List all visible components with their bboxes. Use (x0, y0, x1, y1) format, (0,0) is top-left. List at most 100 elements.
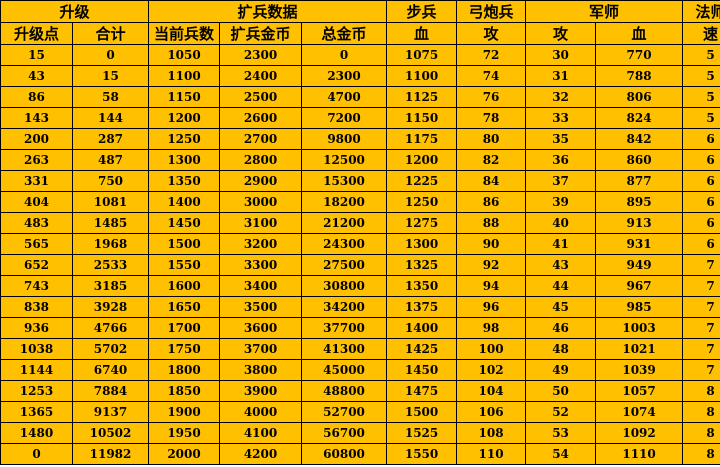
table-cell[interactable]: 1021 (595, 338, 684, 360)
table-cell[interactable]: 56700 (301, 422, 388, 444)
table-cell[interactable]: 6 (682, 149, 720, 171)
table-cell[interactable]: 7 (682, 275, 720, 297)
table-cell[interactable]: 1150 (386, 107, 458, 129)
table-cell[interactable]: 1475 (386, 380, 458, 402)
table-cell[interactable]: 45 (525, 296, 597, 318)
table-cell[interactable]: 1050 (148, 44, 221, 66)
table-cell[interactable]: 985 (595, 296, 684, 318)
table-cell[interactable]: 1450 (386, 359, 458, 381)
table-cell[interactable]: 1425 (386, 338, 458, 360)
table-cell[interactable]: 1550 (148, 254, 221, 276)
table-cell[interactable]: 1110 (595, 443, 684, 465)
table-cell[interactable]: 1038 (0, 338, 73, 360)
table-cell[interactable]: 1485 (71, 212, 150, 234)
table-cell[interactable]: 6 (682, 170, 720, 192)
table-cell[interactable]: 94 (456, 275, 527, 297)
table-cell[interactable]: 1375 (386, 296, 458, 318)
table-cell[interactable]: 1600 (148, 275, 221, 297)
table-cell[interactable]: 0 (0, 443, 73, 465)
table-cell[interactable]: 877 (595, 170, 684, 192)
table-cell[interactable]: 1039 (595, 359, 684, 381)
table-cell[interactable]: 39 (525, 191, 597, 213)
table-cell[interactable]: 1968 (71, 233, 150, 255)
table-cell[interactable]: 143 (0, 107, 73, 129)
table-cell[interactable]: 54 (525, 443, 597, 465)
table-cell[interactable]: 1900 (148, 401, 221, 423)
table-cell[interactable]: 30800 (301, 275, 388, 297)
table-cell[interactable]: 104 (456, 380, 527, 402)
table-cell[interactable]: 102 (456, 359, 527, 381)
table-cell[interactable]: 11982 (71, 443, 150, 465)
table-cell[interactable]: 2700 (219, 128, 303, 150)
table-cell[interactable]: 108 (456, 422, 527, 444)
column-header-cell[interactable]: 血 (595, 22, 684, 45)
table-cell[interactable]: 3185 (71, 275, 150, 297)
table-cell[interactable]: 52700 (301, 401, 388, 423)
table-cell[interactable]: 52 (525, 401, 597, 423)
table-cell[interactable]: 3800 (219, 359, 303, 381)
group-header-cell[interactable]: 军师 (525, 0, 684, 23)
table-cell[interactable]: 1125 (386, 86, 458, 108)
table-cell[interactable]: 2600 (219, 107, 303, 129)
table-cell[interactable]: 1057 (595, 380, 684, 402)
table-cell[interactable]: 74 (456, 65, 527, 87)
table-cell[interactable]: 10502 (71, 422, 150, 444)
table-cell[interactable]: 27500 (301, 254, 388, 276)
table-cell[interactable]: 7 (682, 338, 720, 360)
table-cell[interactable]: 263 (0, 149, 73, 171)
table-cell[interactable]: 7200 (301, 107, 388, 129)
table-cell[interactable]: 100 (456, 338, 527, 360)
table-cell[interactable]: 788 (595, 65, 684, 87)
table-cell[interactable]: 44 (525, 275, 597, 297)
group-header-cell[interactable]: 升级 (0, 0, 150, 23)
table-cell[interactable]: 144 (71, 107, 150, 129)
table-cell[interactable]: 1700 (148, 317, 221, 339)
table-cell[interactable]: 76 (456, 86, 527, 108)
table-cell[interactable]: 652 (0, 254, 73, 276)
table-cell[interactable]: 24300 (301, 233, 388, 255)
table-cell[interactable]: 2400 (219, 65, 303, 87)
table-cell[interactable]: 21200 (301, 212, 388, 234)
table-cell[interactable]: 1550 (386, 443, 458, 465)
table-cell[interactable]: 1250 (148, 128, 221, 150)
table-cell[interactable]: 1081 (71, 191, 150, 213)
table-cell[interactable]: 37 (525, 170, 597, 192)
table-cell[interactable]: 483 (0, 212, 73, 234)
table-cell[interactable]: 8 (682, 422, 720, 444)
table-cell[interactable]: 58 (71, 86, 150, 108)
table-cell[interactable]: 1350 (148, 170, 221, 192)
table-cell[interactable]: 40 (525, 212, 597, 234)
table-cell[interactable]: 4200 (219, 443, 303, 465)
table-cell[interactable]: 15 (0, 44, 73, 66)
table-cell[interactable]: 31 (525, 65, 597, 87)
table-cell[interactable]: 1850 (148, 380, 221, 402)
table-cell[interactable]: 3200 (219, 233, 303, 255)
table-cell[interactable]: 2900 (219, 170, 303, 192)
table-cell[interactable]: 1144 (0, 359, 73, 381)
table-cell[interactable]: 824 (595, 107, 684, 129)
table-cell[interactable]: 86 (456, 191, 527, 213)
column-header-cell[interactable]: 扩兵金币 (219, 22, 303, 45)
table-cell[interactable]: 2300 (219, 44, 303, 66)
table-cell[interactable]: 6 (682, 191, 720, 213)
table-cell[interactable]: 967 (595, 275, 684, 297)
table-cell[interactable]: 15 (71, 65, 150, 87)
column-header-cell[interactable]: 攻 (525, 22, 597, 45)
table-cell[interactable]: 1253 (0, 380, 73, 402)
table-cell[interactable]: 34200 (301, 296, 388, 318)
column-header-cell[interactable]: 血 (386, 22, 458, 45)
table-cell[interactable]: 1074 (595, 401, 684, 423)
table-cell[interactable]: 750 (71, 170, 150, 192)
table-cell[interactable]: 1075 (386, 44, 458, 66)
table-cell[interactable]: 1100 (148, 65, 221, 87)
table-cell[interactable]: 1400 (386, 317, 458, 339)
column-header-cell[interactable]: 速 (682, 22, 720, 45)
table-cell[interactable]: 1950 (148, 422, 221, 444)
table-cell[interactable]: 49 (525, 359, 597, 381)
table-cell[interactable]: 36 (525, 149, 597, 171)
table-cell[interactable]: 3000 (219, 191, 303, 213)
table-cell[interactable]: 1500 (386, 401, 458, 423)
table-cell[interactable]: 98 (456, 317, 527, 339)
table-cell[interactable]: 1250 (386, 191, 458, 213)
table-cell[interactable]: 565 (0, 233, 73, 255)
